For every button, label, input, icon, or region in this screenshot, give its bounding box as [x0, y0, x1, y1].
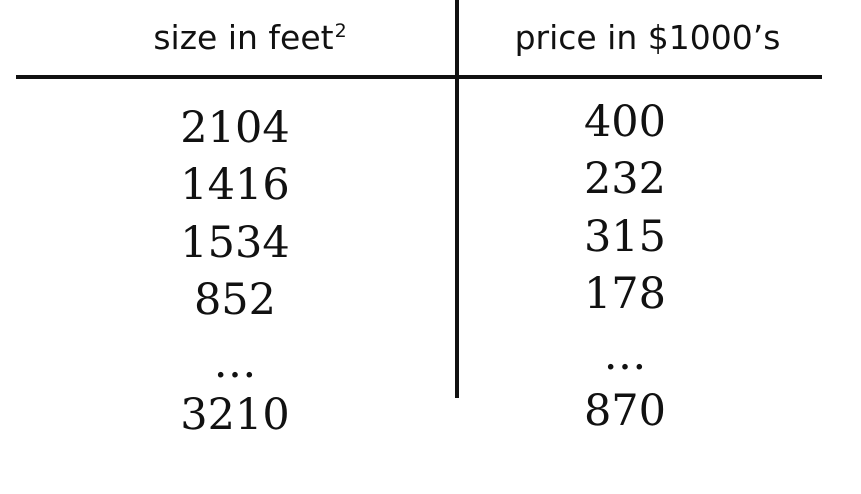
price-ellipsis: … [603, 330, 647, 380]
price-cell: 315 [583, 212, 667, 262]
price-cell: 178 [583, 269, 667, 319]
size-ellipsis: … [213, 338, 257, 388]
header-divider [16, 75, 822, 79]
column-header-size-superscript: 2 [334, 20, 347, 42]
column-header-size: size in feet2 [70, 10, 430, 71]
column-header-size-text: size in feet [153, 18, 334, 57]
price-cell: 232 [583, 154, 667, 204]
size-cell: 3210 [180, 390, 290, 440]
price-cell: 870 [583, 386, 667, 436]
size-cell: 852 [193, 275, 277, 325]
column-divider [455, 0, 459, 398]
size-cell: 1534 [180, 218, 290, 268]
price-cell: 400 [583, 97, 667, 147]
column-header-price: price in $1000’s [514, 18, 781, 57]
size-cell: 1416 [180, 160, 290, 210]
size-cell: 2104 [180, 103, 290, 153]
